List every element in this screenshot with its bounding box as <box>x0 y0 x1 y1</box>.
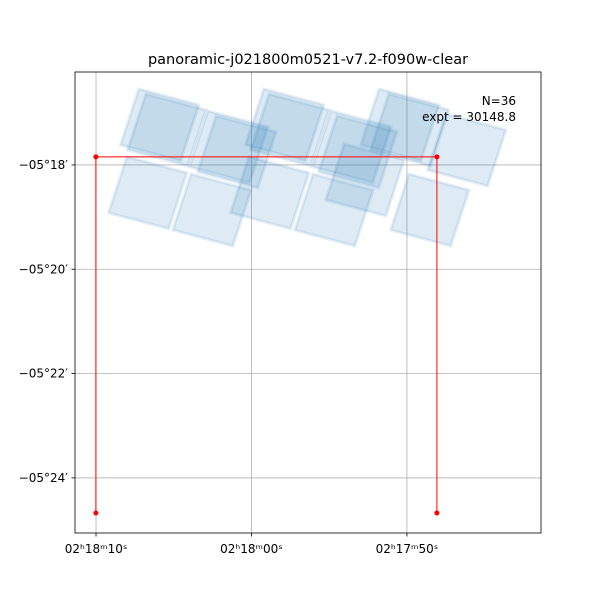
footprint <box>425 112 508 188</box>
footprint <box>358 87 442 163</box>
footprint <box>125 92 208 168</box>
footprint <box>228 154 311 231</box>
y-tick-label: −05°24′ <box>19 471 69 485</box>
outline-point <box>93 154 99 160</box>
footprint <box>388 172 471 248</box>
outline-point <box>434 510 440 516</box>
annotation: N=36 <box>482 94 516 108</box>
footprint <box>243 87 326 163</box>
plot-frame <box>74 71 542 534</box>
outline-point <box>434 154 440 160</box>
chart-title: panoramic-j021800m0521-v7.2-f090w-clear <box>148 52 468 68</box>
y-tick-label: −05°18′ <box>19 158 69 172</box>
footprint <box>248 92 331 168</box>
y-tick-label: −05°20′ <box>19 262 69 276</box>
footprint <box>368 92 451 168</box>
footprint <box>118 87 201 163</box>
footprint <box>316 114 399 190</box>
footprint <box>195 114 279 190</box>
y-tick-label: −05°22′ <box>19 367 69 381</box>
outline-point <box>93 510 99 516</box>
outline-line <box>95 156 438 513</box>
x-tick-label: 02ʰ18ᵐ00ˢ <box>220 542 283 556</box>
footprint <box>187 108 270 185</box>
footprint <box>106 154 189 231</box>
x-tick-label: 02ʰ18ᵐ10ˢ <box>65 542 128 556</box>
x-tick-label: 02ʰ17ᵐ50ˢ <box>376 542 439 556</box>
footprint <box>310 108 393 185</box>
footprint <box>323 142 406 218</box>
footprint <box>292 172 376 248</box>
annotation: expt = 30148.8 <box>422 110 516 124</box>
footprint <box>170 172 254 248</box>
